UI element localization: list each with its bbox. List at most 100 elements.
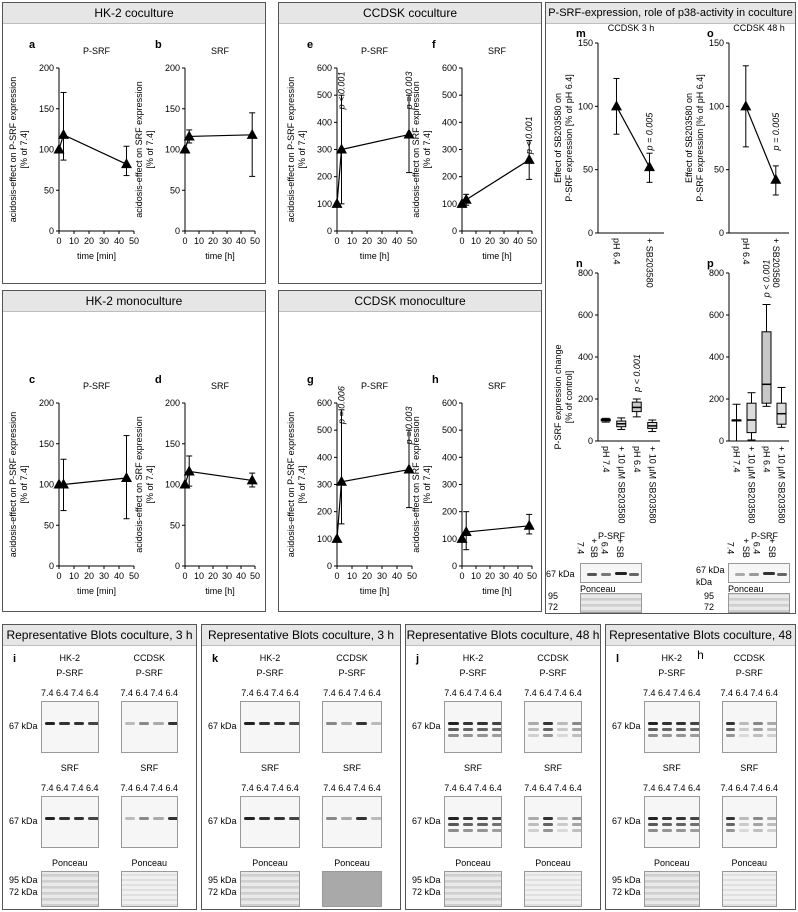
blot-band	[675, 734, 686, 737]
y-axis-label: P-SRF expression change[% of control]	[553, 344, 574, 449]
x-tick-label: 50	[129, 236, 139, 246]
y-tick-label: 150	[709, 38, 724, 48]
panel-letter: k	[212, 653, 219, 665]
chart-title: P-SRF	[361, 46, 389, 56]
blot-band	[491, 728, 501, 731]
blot-band	[689, 817, 699, 820]
blot-target-label: SRF	[464, 763, 482, 773]
chart-a: a P-SRF 0 50 100 150 200 0 10 20 30 40 50 time [min] a…	[8, 39, 139, 261]
chart-title: P-SRF	[361, 381, 389, 391]
y-axis-label: acidosis-effect on P-SRF expression[% of…	[8, 77, 29, 222]
western-blot	[322, 796, 382, 848]
blot-band	[477, 829, 488, 832]
y-tick-label: 200	[578, 394, 593, 404]
blot-target-label: P-SRF	[135, 668, 163, 678]
x-tick-label: 10	[69, 571, 79, 581]
x-tick-label: 30	[377, 571, 387, 581]
panel-letter: f	[432, 39, 436, 51]
blot-band	[661, 734, 672, 737]
data-point	[331, 197, 343, 208]
blot-band	[689, 829, 699, 832]
cell-line-label: HK-2	[59, 653, 81, 663]
section-title: HK-2 monoculture	[3, 291, 265, 312]
western-blot	[240, 796, 300, 848]
blot-band	[753, 728, 764, 731]
panel-representative-blots: Representative Blots coculture, 3 h i HK-2…	[2, 624, 197, 910]
x-tick-label: 30	[499, 236, 509, 246]
blot-band	[571, 728, 581, 731]
blot-band	[167, 817, 178, 820]
blot-band	[491, 722, 501, 725]
blot-band	[571, 734, 581, 737]
x-tick-label: 40	[114, 571, 124, 581]
blot-band	[138, 722, 150, 725]
lane-label: 7.4	[575, 541, 586, 555]
y-tick-label: 300	[317, 480, 332, 490]
blot-band	[477, 734, 488, 737]
blot-band	[725, 734, 736, 737]
blot-band	[491, 734, 501, 737]
cell-line-label: HK-2	[661, 653, 683, 663]
cell-line-label: CCDSK	[336, 653, 368, 663]
x-tick-label: 10	[347, 236, 357, 246]
chart-title: SRF	[488, 46, 507, 56]
blot-band	[739, 734, 750, 737]
y-tick-label: 800	[709, 268, 724, 278]
lane-labels: 7.4 6.4 7.4 6.4	[120, 783, 179, 793]
panel-ccdsk-monoculture: CCDSK monoculture g P-SRF 0 100 200 300 400 500…	[278, 290, 542, 612]
kda-label: 67 kDa	[208, 816, 237, 826]
y-tick-label: 100	[165, 145, 180, 155]
data-point	[331, 532, 343, 543]
x-tick-label: 50	[407, 571, 417, 581]
ponceau-stain	[644, 871, 700, 907]
blot-band	[477, 722, 488, 725]
x-tick-label: 0	[182, 236, 187, 246]
y-tick-label: 0	[588, 436, 593, 446]
chart-b: b SRF 0 50 100 150 200 0 10 20 30 40 50 time [h] acido…	[134, 39, 260, 261]
blot-band	[725, 722, 736, 725]
y-tick-label: 300	[442, 145, 457, 155]
western-blot	[524, 701, 582, 753]
blot-band	[648, 817, 658, 820]
western-blot	[644, 701, 700, 753]
blot-band	[153, 722, 164, 725]
x-tick-label: 40	[392, 571, 402, 581]
ponceau-stain	[721, 871, 777, 907]
section-title: P-SRF-expression, role of p38-activity i…	[546, 3, 795, 24]
cell-line-label: CCDSK	[133, 653, 166, 663]
p-value: p = 0.005	[644, 112, 654, 152]
ponceau-label: Ponceau	[51, 858, 88, 868]
p-value: p = 0.003	[404, 72, 414, 111]
blot-band	[59, 722, 70, 725]
y-tick-label: 0	[719, 436, 724, 446]
y-tick-label: 200	[165, 63, 180, 73]
western-blot	[120, 796, 178, 848]
kda-label: 67 kDa	[412, 721, 441, 731]
section-title: Representative Blots coculture, 3 h	[3, 625, 196, 646]
blot-band	[557, 817, 568, 820]
x-category-label: pH 7.4	[732, 446, 742, 473]
x-tick-label: 30	[499, 571, 509, 581]
y-tick-label: 150	[165, 439, 180, 449]
lane-label: + SB	[614, 538, 625, 558]
x-tick-label: 20	[485, 571, 495, 581]
y-tick-label: 500	[317, 425, 332, 435]
ponceau-label: Ponceau	[653, 858, 690, 868]
blot-target-label: SRF	[140, 763, 159, 773]
ponceau-stain	[322, 871, 382, 907]
blot-band	[557, 823, 568, 826]
blot-n-label: P-SRF	[598, 531, 625, 541]
x-tick-label: 30	[222, 236, 232, 246]
section-title: Representative Blots coculture, 3 h	[202, 625, 400, 646]
y-tick-label: 200	[39, 63, 54, 73]
chart-title: P-SRF	[83, 381, 111, 391]
y-tick-label: 600	[709, 310, 724, 320]
y-tick-label: 50	[583, 165, 593, 175]
x-tick-label: 40	[392, 236, 402, 246]
blot-band	[753, 823, 764, 826]
data-line	[336, 133, 410, 204]
y-tick-label: 200	[39, 398, 54, 408]
blot-band	[675, 722, 686, 725]
